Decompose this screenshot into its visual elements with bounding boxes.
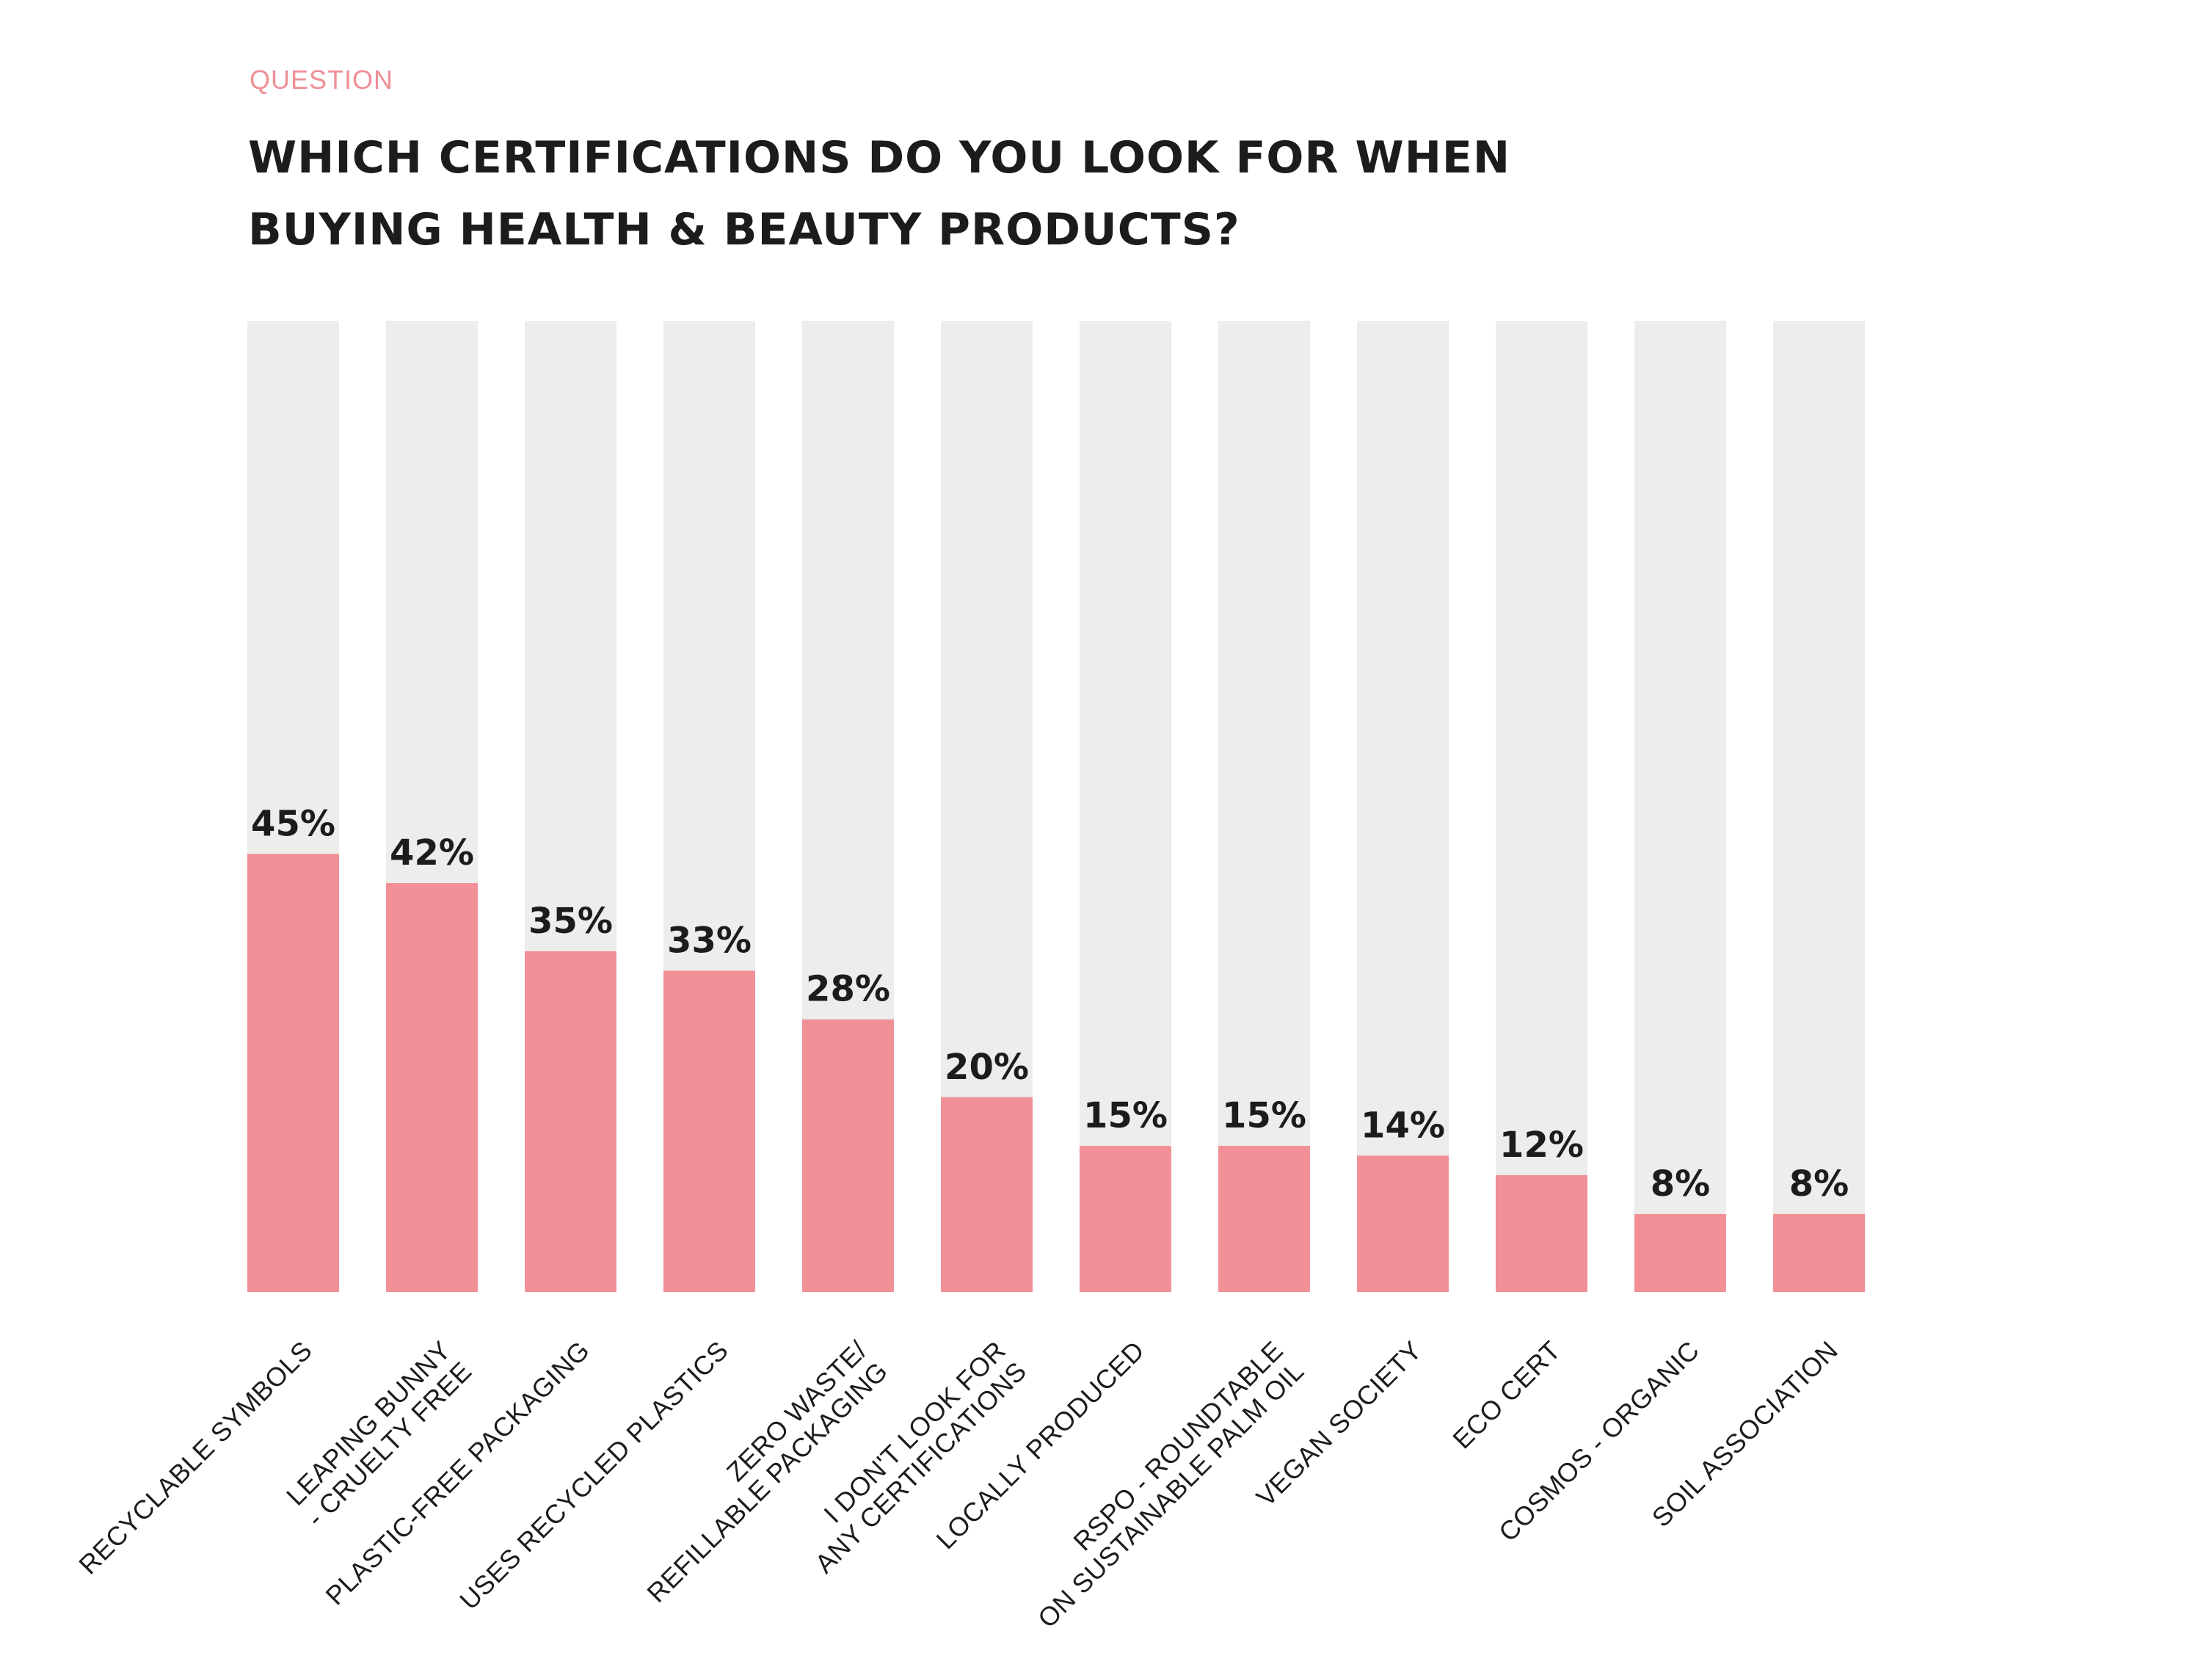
data-label: 45% xyxy=(251,803,335,844)
data-label: 8% xyxy=(1651,1163,1711,1205)
bar xyxy=(1218,1146,1310,1292)
data-label: 42% xyxy=(390,832,474,873)
bar-track xyxy=(1496,321,1587,1292)
data-label: 12% xyxy=(1499,1125,1584,1166)
data-label: 15% xyxy=(1083,1095,1168,1136)
bar xyxy=(1773,1213,1865,1292)
data-label: 15% xyxy=(1222,1095,1306,1136)
data-label: 35% xyxy=(528,901,613,942)
question-title: WHICH CERTIFICATIONS DO YOU LOOK FOR WHE… xyxy=(248,132,1511,255)
bar xyxy=(1634,1213,1726,1292)
question-eyebrow: QUESTION xyxy=(250,65,394,95)
bar xyxy=(941,1097,1033,1292)
data-label: 8% xyxy=(1789,1163,1849,1205)
bar xyxy=(663,970,755,1292)
category-label: RECYCLABLE SYMBOLS xyxy=(73,1335,318,1580)
data-label: 14% xyxy=(1361,1105,1445,1146)
bar-track xyxy=(1080,321,1171,1292)
bar xyxy=(386,883,478,1292)
bar xyxy=(802,1019,894,1292)
data-label: 28% xyxy=(806,969,890,1010)
category-label: ZERO WASTE/REFILLABLE PACKAGING xyxy=(620,1335,893,1608)
bar xyxy=(525,951,616,1292)
bar-track xyxy=(1218,321,1310,1292)
bar-track xyxy=(1357,321,1449,1292)
data-label: 33% xyxy=(667,920,752,961)
category-label: ECO CERT xyxy=(1447,1335,1566,1455)
bar xyxy=(1357,1155,1449,1292)
bar xyxy=(1496,1174,1587,1292)
data-label: 20% xyxy=(945,1047,1029,1088)
bar xyxy=(1080,1146,1171,1292)
bar-track xyxy=(1773,321,1865,1292)
bar-track xyxy=(1634,321,1726,1292)
bar xyxy=(247,854,339,1292)
